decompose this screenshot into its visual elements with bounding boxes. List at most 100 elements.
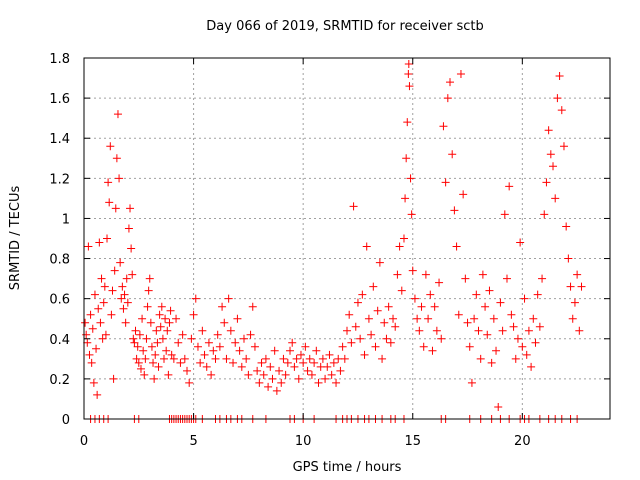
data-point <box>367 330 376 339</box>
data-point <box>143 302 152 311</box>
data-point <box>191 294 200 303</box>
data-point <box>279 354 288 363</box>
data-point <box>301 342 310 351</box>
data-point <box>231 338 240 347</box>
data-point <box>421 270 430 279</box>
data-point <box>167 350 176 359</box>
data-point <box>544 126 553 135</box>
data-point <box>511 354 520 363</box>
data-point <box>204 338 213 347</box>
data-point <box>296 350 305 359</box>
data-point <box>275 366 284 375</box>
data-point <box>318 354 327 363</box>
data-point <box>568 314 577 323</box>
data-point <box>202 362 211 371</box>
data-point <box>430 302 439 311</box>
data-point <box>452 242 461 251</box>
data-point <box>516 238 525 247</box>
data-point <box>218 302 227 311</box>
data-point <box>303 366 312 375</box>
data-point <box>104 178 113 187</box>
data-point <box>463 318 472 327</box>
data-point <box>307 370 316 379</box>
data-points <box>81 60 586 423</box>
data-point <box>255 378 264 387</box>
data-point <box>432 326 441 335</box>
data-point <box>389 314 398 323</box>
data-point <box>299 358 308 367</box>
data-point <box>95 238 104 247</box>
x-tick-label: 10 <box>295 434 312 449</box>
data-point <box>185 378 194 387</box>
data-point <box>472 290 481 299</box>
data-point <box>393 270 402 279</box>
data-point <box>200 350 209 359</box>
data-point <box>577 282 586 291</box>
data-point <box>145 274 154 283</box>
data-point <box>111 204 120 213</box>
data-point <box>356 334 365 343</box>
data-point <box>340 354 349 363</box>
data-point <box>266 362 275 371</box>
data-point <box>332 378 341 387</box>
data-point <box>193 342 202 351</box>
data-point <box>371 342 380 351</box>
data-point <box>573 270 582 279</box>
data-point <box>87 358 96 367</box>
data-point <box>362 242 371 251</box>
data-point <box>93 390 102 399</box>
data-point <box>155 310 164 319</box>
data-point <box>133 342 142 351</box>
data-point <box>138 314 147 323</box>
data-point <box>176 358 185 367</box>
data-point <box>450 206 459 215</box>
data-point <box>82 330 91 339</box>
data-point <box>163 326 172 335</box>
data-point <box>498 326 507 335</box>
y-tick-label: 0.8 <box>49 253 70 268</box>
data-point <box>178 330 187 339</box>
data-point <box>150 374 159 383</box>
data-point <box>277 378 286 387</box>
data-point <box>323 362 332 371</box>
data-point <box>553 94 562 103</box>
data-point <box>404 60 413 69</box>
data-point <box>513 334 522 343</box>
data-point <box>358 290 367 299</box>
data-point <box>235 346 244 355</box>
data-point <box>207 370 216 379</box>
data-point <box>144 286 153 295</box>
data-point <box>401 194 410 203</box>
data-point <box>406 174 415 183</box>
data-point <box>261 354 270 363</box>
data-point <box>485 286 494 295</box>
y-axis-label: SRMTID / TECUs <box>8 186 23 291</box>
data-point <box>122 274 131 283</box>
data-point <box>110 266 119 275</box>
data-point <box>566 282 575 291</box>
data-point <box>157 302 166 311</box>
data-point <box>338 342 347 351</box>
data-point <box>555 72 564 81</box>
data-point <box>119 304 128 313</box>
data-point <box>343 326 351 335</box>
data-point <box>487 358 496 367</box>
data-point <box>476 354 485 363</box>
data-point <box>288 338 297 347</box>
x-axis-label: GPS time / hours <box>293 460 402 475</box>
data-point <box>121 318 130 327</box>
data-point <box>237 362 246 371</box>
data-point <box>253 366 262 375</box>
data-point <box>81 318 90 327</box>
data-point <box>481 302 490 311</box>
data-point <box>349 202 358 211</box>
data-point <box>92 344 101 353</box>
data-point <box>140 370 149 379</box>
data-point <box>89 378 98 387</box>
data-point <box>336 366 345 375</box>
data-point <box>286 346 295 355</box>
data-point <box>149 358 158 367</box>
data-point <box>264 382 273 391</box>
data-point <box>166 306 175 315</box>
data-point <box>226 326 235 335</box>
